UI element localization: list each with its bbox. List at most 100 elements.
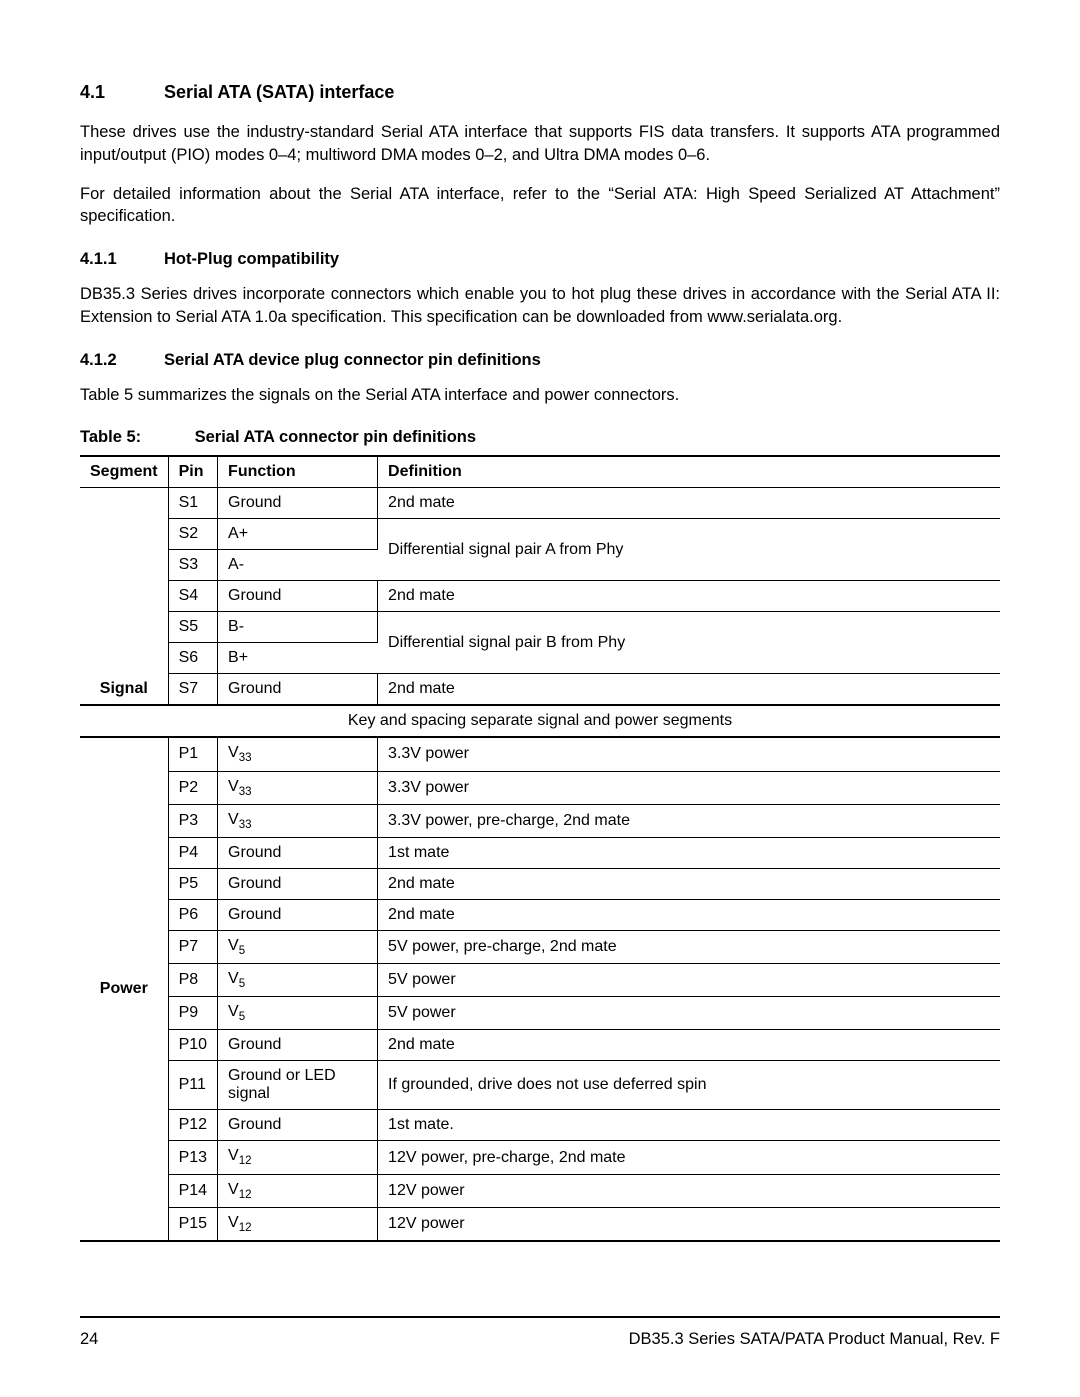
- pin-cell: P13: [168, 1141, 217, 1174]
- pin-cell: S1: [168, 488, 217, 519]
- function-cell: V12: [218, 1141, 378, 1174]
- table-caption: Table 5: Serial ATA connector pin defini…: [80, 428, 1000, 447]
- table-row: P2V333.3V power: [80, 771, 1000, 804]
- pin-cell: S5: [168, 612, 217, 643]
- function-cell: V33: [218, 737, 378, 771]
- subsection-number: 4.1.2: [80, 351, 164, 370]
- table-row: P5Ground2nd mate: [80, 868, 1000, 899]
- col-segment: Segment: [80, 456, 168, 488]
- function-cell: Ground: [218, 1110, 378, 1141]
- page-footer: 24 DB35.3 Series SATA/PATA Product Manua…: [80, 1316, 1000, 1349]
- function-cell: Ground: [218, 899, 378, 930]
- function-cell: Ground: [218, 488, 378, 519]
- pin-cell: P12: [168, 1110, 217, 1141]
- pin-cell: P6: [168, 899, 217, 930]
- function-cell: Ground: [218, 837, 378, 868]
- pin-cell: P2: [168, 771, 217, 804]
- definition-cell: If grounded, drive does not use deferred…: [378, 1061, 1000, 1110]
- definition-cell: 5V power, pre-charge, 2nd mate: [378, 930, 1000, 963]
- col-function: Function: [218, 456, 378, 488]
- table-row: P4Ground1st mate: [80, 837, 1000, 868]
- definition-cell: 2nd mate: [378, 674, 1000, 706]
- table-row: PowerP1V333.3V power: [80, 737, 1000, 771]
- pin-cell: P14: [168, 1174, 217, 1207]
- pin-cell: P11: [168, 1061, 217, 1110]
- function-cell: B-: [218, 612, 378, 643]
- table-row: P3V333.3V power, pre-charge, 2nd mate: [80, 804, 1000, 837]
- pin-definitions-table: Segment Pin Function Definition SignalS1…: [80, 455, 1000, 1242]
- function-cell: Ground: [218, 1030, 378, 1061]
- section-number: 4.1: [80, 82, 164, 103]
- function-cell: Ground: [218, 674, 378, 706]
- function-cell: V5: [218, 930, 378, 963]
- table-row: P8V55V power: [80, 964, 1000, 997]
- table-row: SignalS1Ground2nd mate: [80, 488, 1000, 519]
- table-row: P15V1212V power: [80, 1207, 1000, 1241]
- definition-cell: 2nd mate: [378, 868, 1000, 899]
- table-row: P10Ground2nd mate: [80, 1030, 1000, 1061]
- table-row: P14V1212V power: [80, 1174, 1000, 1207]
- table-row: P12Ground1st mate.: [80, 1110, 1000, 1141]
- paragraph: For detailed information about the Seria…: [80, 183, 1000, 229]
- subsection-title: Hot-Plug compatibility: [164, 250, 339, 269]
- definition-cell: 12V power, pre-charge, 2nd mate: [378, 1141, 1000, 1174]
- paragraph: DB35.3 Series drives incorporate connect…: [80, 283, 1000, 329]
- definition-cell: 3.3V power: [378, 737, 1000, 771]
- subsection-heading: 4.1.1 Hot-Plug compatibility: [80, 250, 1000, 269]
- function-cell: Ground: [218, 581, 378, 612]
- definition-cell: Differential signal pair A from Phy: [378, 519, 1000, 581]
- page-body: 4.1 Serial ATA (SATA) interface These dr…: [0, 0, 1080, 1242]
- pin-cell: P8: [168, 964, 217, 997]
- table-row: P11Ground or LED signalIf grounded, driv…: [80, 1061, 1000, 1110]
- pin-cell: P10: [168, 1030, 217, 1061]
- function-cell: A-: [218, 550, 378, 581]
- pin-cell: S6: [168, 643, 217, 674]
- table-header-row: Segment Pin Function Definition: [80, 456, 1000, 488]
- definition-cell: 1st mate: [378, 837, 1000, 868]
- table-row: P7V55V power, pre-charge, 2nd mate: [80, 930, 1000, 963]
- footer-title: DB35.3 Series SATA/PATA Product Manual, …: [629, 1330, 1000, 1349]
- table-row: P9V55V power: [80, 997, 1000, 1030]
- col-definition: Definition: [378, 456, 1000, 488]
- pin-cell: P1: [168, 737, 217, 771]
- table-row: P13V1212V power, pre-charge, 2nd mate: [80, 1141, 1000, 1174]
- function-cell: V33: [218, 771, 378, 804]
- segment-cell-power: Power: [80, 737, 168, 1241]
- table-row: S2A+Differential signal pair A from Phy: [80, 519, 1000, 550]
- function-cell: B+: [218, 643, 378, 674]
- section-title: Serial ATA (SATA) interface: [164, 82, 394, 103]
- segment-cell-signal: Signal: [80, 488, 168, 706]
- page-number: 24: [80, 1330, 98, 1349]
- table-row: S5B-Differential signal pair B from Phy: [80, 612, 1000, 643]
- pin-cell: S2: [168, 519, 217, 550]
- pin-cell: P3: [168, 804, 217, 837]
- function-cell: Ground or LED signal: [218, 1061, 378, 1110]
- separator-row: Key and spacing separate signal and powe…: [80, 705, 1000, 737]
- function-cell: A+: [218, 519, 378, 550]
- pin-cell: P9: [168, 997, 217, 1030]
- pin-cell: P7: [168, 930, 217, 963]
- function-cell: V12: [218, 1207, 378, 1241]
- subsection-title: Serial ATA device plug connector pin def…: [164, 351, 541, 370]
- paragraph: These drives use the industry-standard S…: [80, 121, 1000, 167]
- function-cell: V33: [218, 804, 378, 837]
- function-cell: Ground: [218, 868, 378, 899]
- subsection-number: 4.1.1: [80, 250, 164, 269]
- definition-cell: 2nd mate: [378, 1030, 1000, 1061]
- definition-cell: 1st mate.: [378, 1110, 1000, 1141]
- definition-cell: 2nd mate: [378, 488, 1000, 519]
- pin-cell: S7: [168, 674, 217, 706]
- separator-text: Key and spacing separate signal and powe…: [80, 705, 1000, 737]
- pin-cell: S4: [168, 581, 217, 612]
- definition-cell: 5V power: [378, 964, 1000, 997]
- table-title: Serial ATA connector pin definitions: [195, 428, 476, 446]
- pin-cell: P5: [168, 868, 217, 899]
- function-cell: V12: [218, 1174, 378, 1207]
- pin-cell: P15: [168, 1207, 217, 1241]
- pin-cell: P4: [168, 837, 217, 868]
- definition-cell: 3.3V power: [378, 771, 1000, 804]
- function-cell: V5: [218, 964, 378, 997]
- definition-cell: 2nd mate: [378, 899, 1000, 930]
- section-heading: 4.1 Serial ATA (SATA) interface: [80, 82, 1000, 103]
- table-row: S4Ground2nd mate: [80, 581, 1000, 612]
